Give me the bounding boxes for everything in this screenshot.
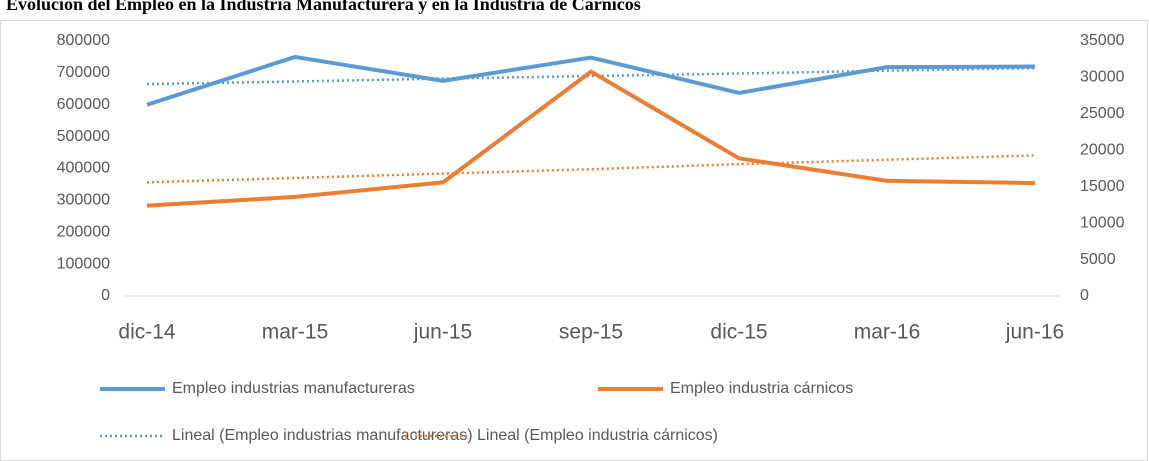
y-tick-label: 400000 (57, 160, 110, 177)
y2-tick-label: 10000 (1080, 214, 1125, 231)
y2-tick-label: 0 (1080, 287, 1089, 304)
y-tick-label: 0 (101, 287, 110, 304)
x-tick-label: sep-15 (559, 321, 623, 344)
y-tick-label: 600000 (57, 96, 110, 113)
legend-label: Lineal (Empleo industria cárnicos) (477, 427, 718, 444)
x-tick-label: mar-16 (854, 321, 921, 344)
y-tick-label: 700000 (57, 64, 110, 81)
legend-label: Empleo industrias manufactureras (172, 380, 415, 397)
x-tick-label: jun-15 (413, 321, 472, 344)
y2-tick-label: 35000 (1080, 32, 1125, 49)
y2-tick-label: 30000 (1080, 69, 1125, 86)
x-tick-label: dic-15 (710, 321, 767, 344)
y-tick-label: 100000 (57, 255, 110, 272)
x-tick-label: mar-15 (262, 321, 329, 344)
legend-label: Lineal (Empleo industrias manufactureras… (172, 427, 473, 444)
series-line (146, 154, 1036, 184)
y2-tick-label: 25000 (1080, 105, 1125, 122)
series-line (146, 66, 1036, 86)
chart-frame (0, 20, 1148, 461)
y2-tick-label: 20000 (1080, 142, 1125, 159)
y-tick-label: 800000 (57, 32, 110, 49)
x-tick-label: dic-14 (118, 321, 176, 344)
series-line (146, 54, 1036, 107)
x-tick-label: jun-16 (1005, 321, 1064, 344)
series-line (146, 69, 1036, 208)
y2-tick-label: 15000 (1080, 178, 1125, 195)
legend-label: Empleo industria cárnicos (670, 380, 853, 397)
y-tick-label: 300000 (57, 192, 110, 209)
y-tick-label: 200000 (57, 223, 110, 240)
y2-tick-label: 5000 (1080, 251, 1116, 268)
chart-title: Evolución del Empleo en la Industria Man… (6, 0, 641, 14)
y-tick-label: 500000 (57, 128, 110, 145)
